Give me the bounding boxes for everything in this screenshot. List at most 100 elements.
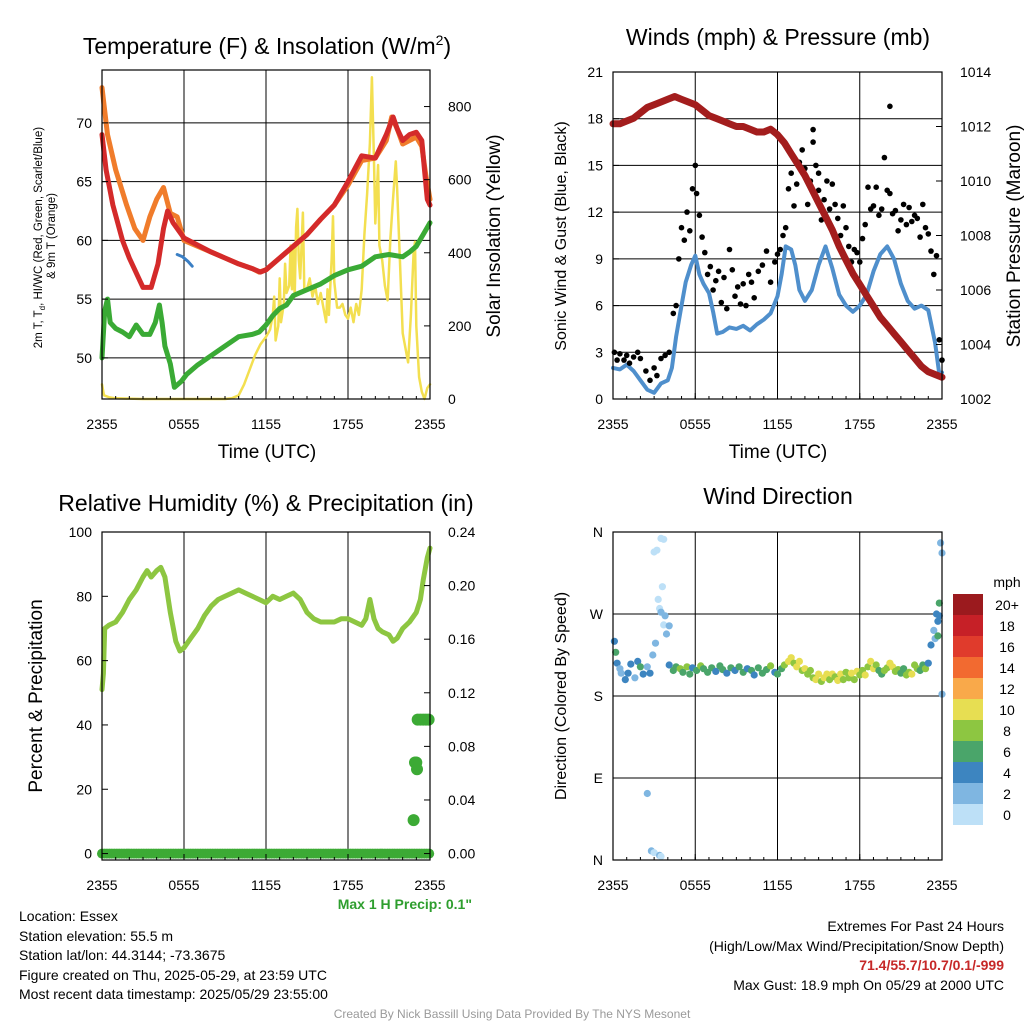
elevation-text: Station elevation: 55.5 m (19, 927, 174, 944)
winds-panel: Winds (mph) & Pressure (mb) Time (UTC) S… (553, 24, 1024, 463)
direction-point (823, 670, 831, 678)
humidity-panel: Relative Humidity (%) & Precipitation (i… (26, 490, 475, 893)
created-text: Figure created on Thu, 2025-05-29, at 23… (19, 966, 327, 983)
legend-label: 12 (999, 681, 1015, 697)
y-tick-label: 65 (76, 174, 92, 190)
wind-direction-axes: 2355 0555 1155 1755 2355 N E S W N (590, 524, 958, 893)
legend-swatch (953, 615, 983, 636)
direction-point (921, 665, 930, 673)
plot-frame (101, 531, 431, 861)
x-tick-label: 2355 (926, 416, 957, 432)
y2-tick-label: 0.00 (448, 846, 475, 862)
y-tick-label: S (594, 688, 603, 704)
gust-point (870, 203, 877, 209)
pressure-ylabel: Station Pressure (Maroon) (1004, 125, 1024, 348)
gust-point (651, 365, 657, 371)
x-tick-label: 1755 (332, 877, 363, 893)
gust-point (755, 268, 762, 275)
gust-point (887, 190, 893, 197)
direction-point (934, 632, 942, 640)
legend-swatch (953, 720, 983, 741)
humidity-series (97, 545, 435, 859)
gust-point (715, 268, 722, 275)
y2-tick-label: 0.24 (448, 524, 475, 540)
direction-point (930, 626, 938, 635)
y2-tick-label: 0.08 (448, 738, 475, 754)
gust-point (810, 126, 816, 133)
precip-point (411, 763, 423, 776)
gust-point (909, 218, 915, 225)
x-tick-label: 2355 (597, 416, 628, 432)
y2-tick-label: 0.12 (448, 685, 475, 701)
gust-point (914, 215, 921, 222)
legend-label: 14 (999, 660, 1015, 676)
direction-point (679, 668, 687, 676)
direction-point (683, 663, 691, 671)
direction-point (651, 639, 660, 647)
legend-swatch (953, 762, 983, 783)
gust-point (791, 203, 797, 209)
gust-point (843, 224, 849, 231)
gust-point (936, 337, 943, 343)
direction-point (653, 546, 661, 554)
gust-point (621, 357, 627, 363)
precip-point (407, 814, 420, 827)
y2-tick-label: 0.20 (448, 578, 475, 594)
legend-label: 0 (1003, 807, 1011, 823)
temperature-ylabel: 2m T, Td, HI/WC (Red, Green, Scarlet/Blu… (33, 124, 58, 349)
y-tick-label: N (593, 524, 603, 540)
direction-point (693, 666, 701, 675)
y2-tick-label: 1004 (960, 337, 991, 353)
direction-point (617, 669, 625, 677)
y-tick-label: 3 (595, 344, 603, 360)
direction-point (631, 674, 639, 682)
legend-label: 16 (999, 639, 1015, 655)
gust-point (643, 368, 649, 374)
gust-point (813, 162, 819, 169)
y-tick-label: 21 (587, 64, 603, 80)
gust-point (917, 234, 923, 240)
gust-point (906, 204, 912, 211)
gust-point (878, 206, 885, 212)
direction-point (839, 676, 847, 684)
direction-point (650, 849, 658, 857)
legend-swatch (953, 594, 983, 615)
temperature-chart-title: Temperature (F) & Insolation (W/m2) (83, 32, 451, 59)
gust-point (740, 281, 746, 287)
direction-point (815, 670, 823, 678)
winds-ylabel: Sonic Wind & Gust (Blue, Black) (553, 121, 570, 350)
x-tick-label: 0555 (168, 416, 199, 432)
direction-point (660, 621, 668, 629)
direction-point (658, 583, 667, 591)
sonic-wind-line (611, 244, 944, 395)
max-gust-text: Max Gust: 18.9 mph On 05/29 at 2000 UTC (733, 976, 1004, 993)
gust-point (922, 224, 929, 231)
location-text: Location: Essex (19, 908, 118, 924)
direction-point (937, 539, 945, 547)
x-tick-label: 1755 (844, 416, 875, 432)
direction-point (826, 676, 834, 684)
y2-tick-label: 1010 (960, 173, 991, 189)
precip-point (422, 713, 435, 726)
gust-point (782, 224, 789, 231)
gust-point (846, 243, 852, 250)
gust-point (892, 207, 899, 214)
extremes-title: Extremes For Past 24 Hours (827, 918, 1004, 934)
y2-tick-label: 1008 (960, 228, 991, 244)
x-tick-label: 1755 (844, 877, 875, 893)
wind-direction-panel: Wind Direction Direction (Colored By Spe… (553, 483, 1021, 893)
y-tick-label: 6 (595, 298, 603, 314)
wind-direction-chart-title: Wind Direction (703, 483, 853, 509)
gust-point (862, 221, 868, 228)
x-tick-label: 1155 (251, 416, 281, 432)
x-tick-label: 2355 (597, 877, 628, 893)
legend-label: 6 (1003, 744, 1011, 760)
gust-point (881, 154, 888, 161)
gust-point (876, 212, 882, 219)
gust-point (857, 259, 863, 265)
direction-point (613, 659, 621, 667)
max-precip-label: Max 1 H Precip: 0.1" (337, 896, 472, 912)
gust-point (859, 235, 866, 242)
legend-swatch (953, 636, 983, 657)
y2-tick-label: 1002 (960, 391, 991, 407)
